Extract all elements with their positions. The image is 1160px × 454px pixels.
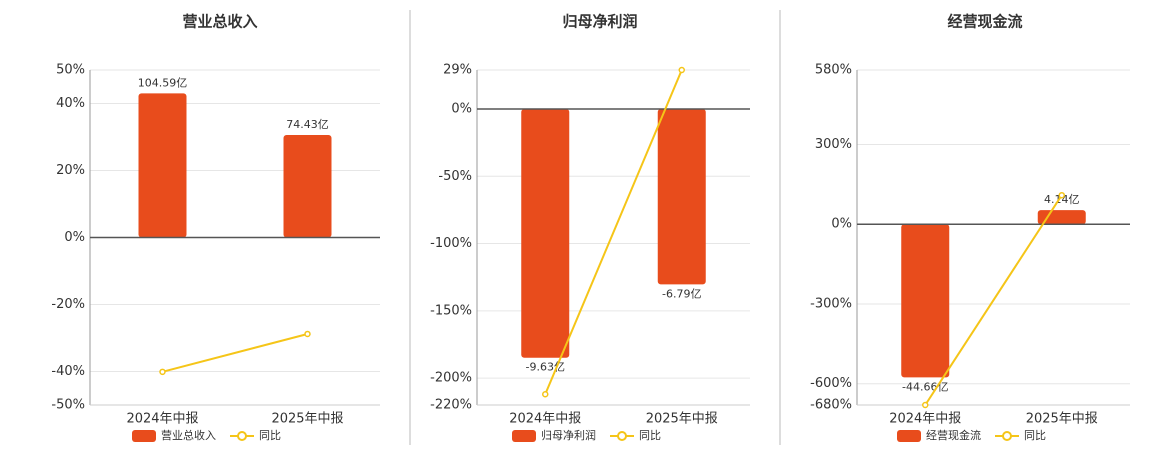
x-tick-label: 2025年中报 (646, 412, 718, 427)
value-label: -6.79亿 (662, 287, 701, 300)
chart-title: 归母净利润 (562, 13, 637, 31)
chart-title: 经营现金流 (947, 13, 1022, 31)
y-tick-label: -40% (51, 364, 85, 379)
legend-swatch (897, 430, 921, 442)
y-tick-label: -200% (430, 371, 472, 386)
y-tick-label: -300% (810, 296, 852, 311)
legend-label: 同比 (1024, 429, 1046, 442)
value-label: 104.59亿 (138, 76, 188, 89)
line (162, 333, 308, 373)
x-tick-label: 2024年中报 (126, 412, 198, 427)
y-tick-label: -100% (430, 236, 472, 251)
chart-title: 营业总收入 (182, 13, 257, 31)
y-tick-label: 580% (815, 63, 852, 78)
value-label: -44.66亿 (902, 380, 948, 393)
y-tick-label: -680% (810, 398, 852, 413)
x-tick-label: 2025年中报 (1026, 412, 1098, 427)
value-label: 74.43亿 (286, 118, 329, 131)
line (544, 69, 683, 395)
x-tick-label: 2024年中报 (509, 412, 581, 427)
line-point (922, 401, 929, 409)
legend-label: 同比 (639, 429, 661, 442)
legend-swatch (512, 430, 536, 442)
line (924, 194, 1063, 406)
legend-label: 同比 (259, 429, 281, 442)
y-tick-label: 0% (451, 102, 472, 117)
line-point (542, 390, 549, 398)
y-tick-label: -600% (810, 376, 852, 391)
legend-label: 经营现金流 (926, 428, 981, 442)
y-tick-label: 0% (64, 230, 85, 245)
x-tick-label: 2025年中报 (271, 412, 343, 427)
y-tick-label: 20% (56, 163, 85, 178)
legend-swatch (1002, 431, 1012, 441)
y-tick-label: -50% (438, 169, 472, 184)
y-tick-label: 50% (56, 63, 85, 78)
line-point (304, 330, 311, 338)
legend-swatch (132, 430, 156, 442)
line-point (678, 66, 685, 74)
y-tick-label: -20% (51, 297, 85, 312)
y-tick-label: 0% (831, 217, 852, 232)
bar (138, 93, 187, 238)
y-tick-label: -150% (430, 303, 472, 318)
x-tick-label: 2024年中报 (889, 412, 961, 427)
bar (901, 224, 950, 378)
line-point (159, 368, 166, 376)
legend-swatch (237, 431, 247, 441)
bar (521, 109, 570, 358)
legend-swatch (617, 431, 627, 441)
line-point (1058, 191, 1065, 199)
legend-label: 营业总收入 (161, 428, 216, 442)
y-tick-label: 300% (815, 137, 852, 152)
bar (283, 134, 332, 238)
y-tick-label: 40% (56, 96, 85, 111)
y-tick-label: 29% (443, 63, 472, 78)
value-label: 4.14亿 (1044, 193, 1080, 206)
y-tick-label: -220% (430, 398, 472, 413)
y-tick-label: -50% (51, 398, 85, 413)
legend-label: 归母净利润 (541, 428, 596, 442)
bar (657, 109, 706, 285)
